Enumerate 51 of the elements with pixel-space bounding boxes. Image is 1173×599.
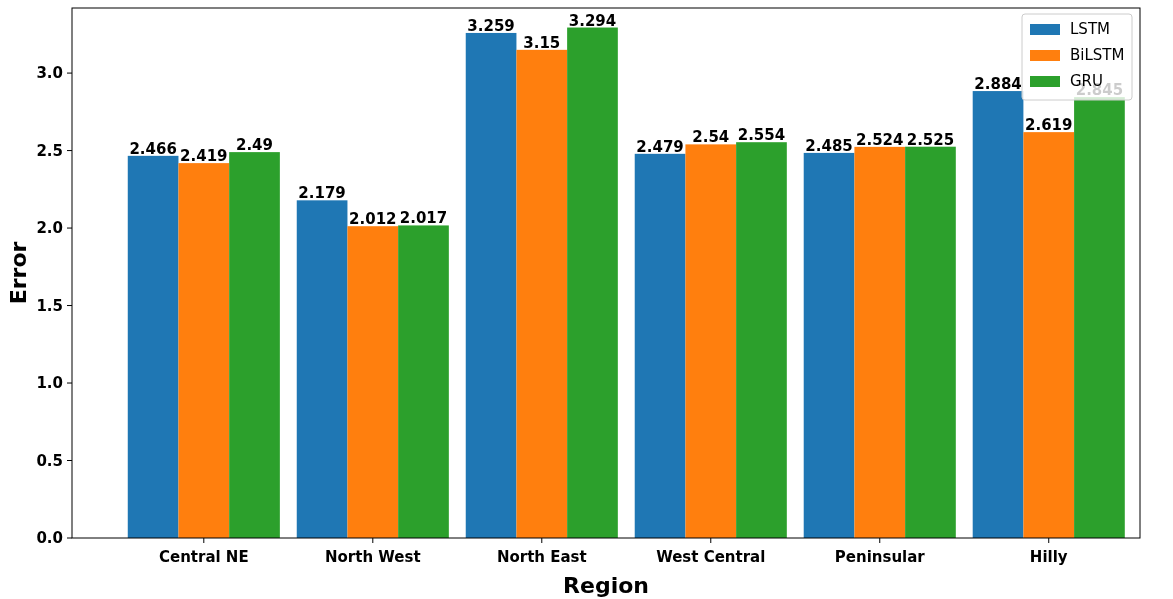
- y-tick-label: 1.5: [36, 296, 63, 315]
- data-label: 2.554: [737, 126, 786, 145]
- data-label: 2.419: [180, 147, 228, 166]
- y-axis-title: Error: [6, 241, 31, 305]
- data-label: 3.294: [568, 11, 617, 30]
- data-label: 3.15: [523, 33, 561, 52]
- data-label: 2.49: [236, 136, 274, 155]
- data-label: 2.466: [129, 139, 177, 158]
- data-label: 2.524: [856, 130, 904, 149]
- bar: [178, 163, 230, 538]
- y-tick-label: 0.0: [36, 529, 63, 548]
- bar: [854, 146, 906, 538]
- bar: [972, 91, 1024, 538]
- bar: [516, 49, 568, 538]
- bar: [803, 152, 855, 538]
- data-label: 2.485: [805, 136, 853, 155]
- bar: [567, 27, 618, 538]
- bar: [127, 155, 179, 538]
- y-tick-label: 3.0: [36, 64, 63, 83]
- bar: [685, 144, 737, 538]
- bar: [736, 142, 787, 538]
- data-label: 2.619: [1025, 116, 1073, 135]
- data-label: 2.017: [399, 209, 448, 228]
- data-label: 2.525: [906, 130, 955, 149]
- legend-label: LSTM: [1070, 20, 1110, 38]
- data-label: 2.54: [692, 128, 730, 147]
- legend-label: BiLSTM: [1070, 46, 1125, 64]
- y-tick-label: 1.0: [36, 374, 63, 393]
- data-label: 2.179: [298, 184, 346, 203]
- data-label: 2.479: [636, 137, 684, 156]
- y-tick-label: 2.0: [36, 219, 63, 238]
- data-label: 2.884: [974, 75, 1022, 94]
- data-label: 3.259: [467, 16, 515, 35]
- bar: [634, 153, 686, 538]
- x-tick-label: Hilly: [1029, 548, 1068, 566]
- x-tick-label: Central NE: [158, 548, 249, 566]
- x-tick-label: North West: [324, 548, 421, 566]
- data-label: 2.012: [349, 210, 397, 229]
- x-tick-label: Peninsular: [834, 548, 926, 566]
- bar: [905, 146, 956, 538]
- x-tick-label: North East: [496, 548, 587, 566]
- bar: [296, 200, 348, 538]
- y-tick-label: 2.5: [36, 141, 63, 160]
- x-axis-title: Region: [563, 573, 649, 598]
- bar: [465, 32, 517, 538]
- bar: [1023, 132, 1075, 538]
- bar: [398, 225, 449, 538]
- bar: [229, 152, 280, 538]
- y-tick-label: 0.5: [36, 451, 63, 470]
- bar: [347, 226, 399, 538]
- x-tick-label: West Central: [656, 548, 766, 566]
